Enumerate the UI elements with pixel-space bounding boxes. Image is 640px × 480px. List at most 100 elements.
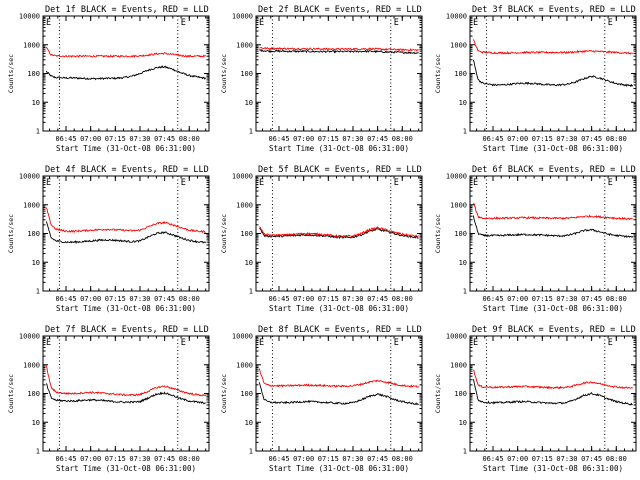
x-tick-label: 07:00	[293, 455, 314, 463]
series-line-events	[45, 65, 207, 81]
panel-det-3: Det 3f BLACK = Events, RED = LLD10000100…	[434, 5, 637, 153]
e-marker: E	[259, 178, 264, 188]
e-marker: E	[46, 18, 51, 28]
e-marker: E	[608, 178, 613, 188]
x-tick-label: 07:00	[80, 455, 101, 463]
y-tick-label: 1000	[23, 201, 40, 209]
x-tick-label: 08:00	[179, 295, 200, 303]
x-tick-label: 07:00	[507, 455, 528, 463]
x-axis-label: Start Time (31-Oct-08 06:31:00)	[269, 304, 409, 313]
plot-frame	[469, 175, 637, 292]
e-marker: E	[473, 18, 478, 28]
e-marker: E	[608, 18, 613, 28]
x-tick-label: 07:00	[80, 135, 101, 143]
y-tick-label: 10000	[232, 13, 253, 21]
x-tick-label: 07:30	[342, 295, 363, 303]
x-tick-label: 08:00	[179, 135, 200, 143]
panel-det-9: Det 9f BLACK = Events, RED = LLD10000100…	[434, 325, 637, 473]
x-axis-label: Start Time (31-Oct-08 06:31:00)	[56, 464, 196, 473]
y-axis-label: Counts/sec	[434, 214, 442, 253]
x-tick-label: 07:45	[581, 455, 602, 463]
plot-frame	[469, 335, 637, 452]
panel-title: Det 4f BLACK = Events, RED = LLD	[45, 165, 209, 175]
y-tick-label: 10	[32, 419, 40, 427]
e-marker: E	[394, 178, 399, 188]
y-tick-label: 1	[463, 128, 467, 136]
x-tick-label: 08:00	[606, 455, 627, 463]
panel-title: Det 8f BLACK = Events, RED = LLD	[258, 325, 422, 335]
y-tick-label: 10000	[446, 173, 467, 181]
y-axis-label: Counts/sec	[7, 54, 15, 93]
y-tick-label: 1	[249, 448, 253, 456]
x-tick-label: 08:00	[606, 295, 627, 303]
y-tick-label: 1000	[236, 361, 253, 369]
y-tick-label: 100	[27, 390, 40, 398]
y-tick-label: 100	[454, 230, 467, 238]
x-axis-label: Start Time (31-Oct-08 06:31:00)	[269, 144, 409, 153]
x-tick-label: 07:30	[129, 135, 150, 143]
x-tick-label: 07:45	[367, 295, 388, 303]
x-tick-label: 08:00	[606, 135, 627, 143]
y-tick-label: 1	[36, 448, 40, 456]
x-tick-label: 07:45	[154, 295, 175, 303]
y-tick-label: 10	[32, 259, 40, 267]
x-tick-label: 06:45	[55, 455, 76, 463]
x-tick-label: 06:45	[55, 295, 76, 303]
x-tick-label: 07:30	[342, 455, 363, 463]
x-tick-label: 07:15	[318, 295, 339, 303]
series-line-events	[259, 48, 419, 55]
x-tick-label: 07:45	[581, 295, 602, 303]
y-tick-label: 1	[36, 128, 40, 136]
y-tick-label: 1000	[450, 361, 467, 369]
y-axis-label: Counts/sec	[434, 54, 442, 93]
y-tick-label: 100	[240, 390, 253, 398]
panel-title: Det 7f BLACK = Events, RED = LLD	[45, 325, 209, 335]
x-tick-label: 07:30	[556, 295, 577, 303]
e-marker: E	[473, 338, 478, 348]
x-tick-label: 07:00	[293, 295, 314, 303]
y-tick-label: 100	[240, 230, 253, 238]
series-line-lld	[45, 365, 207, 397]
x-tick-label: 06:45	[482, 455, 503, 463]
x-tick-label: 07:30	[129, 295, 150, 303]
y-tick-label: 1	[463, 448, 467, 456]
series-line-events	[258, 382, 419, 406]
panel-det-8: Det 8f BLACK = Events, RED = LLD 10000 100…	[220, 325, 423, 473]
series-line-events	[259, 228, 419, 240]
x-tick-label: 07:15	[532, 455, 553, 463]
y-tick-label: 10	[245, 259, 253, 267]
x-tick-label: 07:30	[556, 455, 577, 463]
x-tick-label: 07:45	[367, 135, 388, 143]
y-tick-label: 1000	[236, 41, 253, 49]
series-line-lld	[259, 226, 419, 238]
panel-det-6: Det 6f BLACK = Events, RED = LLD10000100…	[434, 165, 637, 313]
series-line-lld	[472, 202, 633, 221]
e-marker: E	[473, 178, 478, 188]
x-tick-label: 08:00	[392, 295, 413, 303]
x-axis-label: Start Time (31-Oct-08 06:31:00)	[483, 464, 623, 473]
x-axis-label: Start Time (31-Oct-08 06:31:00)	[56, 144, 196, 153]
y-tick-label: 100	[27, 70, 40, 78]
y-tick-label: 1000	[23, 361, 40, 369]
x-tick-label: 07:30	[556, 135, 577, 143]
y-tick-label: 10000	[232, 333, 253, 341]
series-line-events	[45, 383, 206, 405]
y-tick-label: 1	[463, 288, 467, 296]
x-tick-label: 07:15	[318, 455, 339, 463]
panel-title: Det 5f BLACK = Events, RED = LLD	[258, 165, 422, 175]
y-tick-label: 100	[454, 390, 467, 398]
panel-title: Det 9f BLACK = Events, RED = LLD	[472, 325, 636, 335]
series-line-events	[45, 221, 206, 245]
x-tick-label: 07:15	[318, 135, 339, 143]
x-tick-label: 07:30	[129, 455, 150, 463]
plot-frame	[255, 335, 423, 452]
series-line-lld	[45, 46, 206, 58]
y-tick-label: 10000	[19, 13, 40, 21]
panel-det-5: Det 5f BLACK = Events, RED = LLD10000100…	[220, 165, 423, 313]
x-tick-label: 07:15	[532, 295, 553, 303]
series-line-lld	[45, 207, 206, 234]
y-tick-label: 10	[459, 419, 467, 427]
plot-frame	[42, 175, 210, 292]
y-tick-label: 10	[245, 99, 253, 107]
